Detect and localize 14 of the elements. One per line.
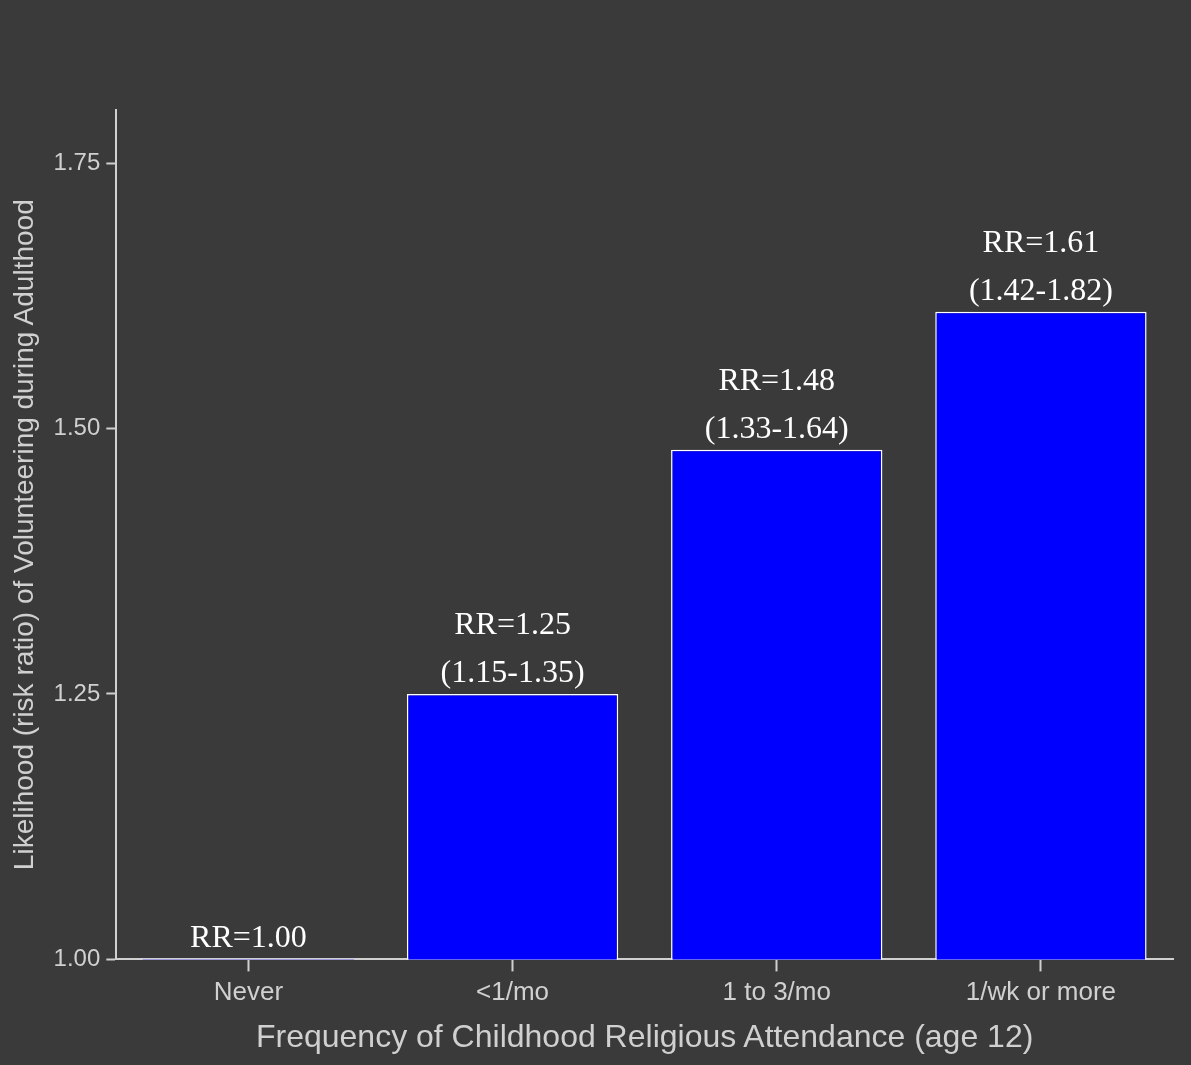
y-tick-label: 1.25 [53, 678, 101, 706]
data-label: RR=1.25 (1.15-1.35) [440, 604, 585, 689]
x-tick-label: 1/wk or more [965, 976, 1117, 1007]
x-tick-label: 1 to 3/mo [722, 976, 831, 1007]
x-tick-label: <1/mo [476, 976, 550, 1007]
data-label: RR=1.48 (1.33-1.64) [704, 360, 849, 445]
y-tick-label: 1.75 [53, 147, 101, 175]
data-label: RR=1.61 (1.42-1.82) [968, 222, 1113, 307]
x-axis-title: Frequency of Childhood Religious Attendance (age 12) [255, 1017, 1034, 1054]
y-tick-label: 1.50 [53, 413, 101, 441]
y-tick-label: 1.00 [53, 944, 101, 972]
x-tick-label: Never [213, 976, 284, 1007]
data-label: RR=1.00 [190, 918, 307, 955]
y-axis-title: Likelihood (risk ratio) of Volunteering during Adulthood [7, 199, 39, 871]
